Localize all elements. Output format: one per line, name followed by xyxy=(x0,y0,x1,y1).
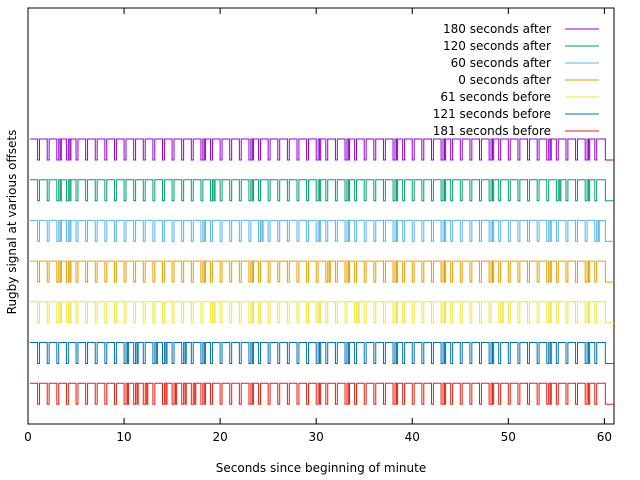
x-tick-label: 10 xyxy=(116,430,131,444)
legend-label: 0 seconds after xyxy=(458,73,551,87)
legend-label: 181 seconds before xyxy=(433,124,551,138)
legend-item: 121 seconds before xyxy=(433,107,599,121)
signal-trace xyxy=(29,260,614,283)
legend-item: 120 seconds after xyxy=(443,39,599,53)
x-tick-label: 20 xyxy=(212,430,227,444)
y-axis-title: Rugby signal at various offsets xyxy=(5,130,19,315)
signal-trace xyxy=(29,342,614,364)
plot-border xyxy=(27,7,615,425)
series-6 xyxy=(29,342,614,364)
series-2 xyxy=(29,179,614,202)
x-axis-title: Seconds since beginning of minute xyxy=(216,461,426,475)
series-7 xyxy=(29,382,614,405)
plot-frame xyxy=(27,7,615,425)
legend-label: 61 seconds before xyxy=(440,90,551,104)
signal-trace xyxy=(29,382,614,405)
signal-trace xyxy=(29,219,614,242)
signal-trace xyxy=(29,138,614,161)
x-tick-label: 0 xyxy=(24,430,32,444)
legend-item: 60 seconds after xyxy=(451,56,599,70)
series-5 xyxy=(29,301,614,324)
x-tick-label: 30 xyxy=(309,430,324,444)
legend-label: 180 seconds after xyxy=(443,22,551,36)
legend-item: 0 seconds after xyxy=(458,73,599,87)
signal-trace xyxy=(29,301,614,324)
legend: 180 seconds after 120 seconds after 60 sec… xyxy=(433,22,599,138)
legend-item: 181 seconds before xyxy=(433,124,599,138)
legend-item: 180 seconds after xyxy=(443,22,599,36)
x-tick-label: 50 xyxy=(501,430,516,444)
series-layer xyxy=(29,138,614,405)
legend-label: 121 seconds before xyxy=(433,107,551,121)
series-1 xyxy=(29,138,614,161)
signal-trace xyxy=(29,179,614,202)
x-axis: 0 10 20 30 40 50 60 xyxy=(24,8,612,444)
series-4 xyxy=(29,260,614,283)
x-tick-label: 40 xyxy=(405,430,420,444)
legend-item: 61 seconds before xyxy=(440,90,599,104)
series-3 xyxy=(29,219,614,242)
legend-label: 120 seconds after xyxy=(443,39,551,53)
legend-label: 60 seconds after xyxy=(451,56,551,70)
x-tick-label: 60 xyxy=(597,430,612,444)
